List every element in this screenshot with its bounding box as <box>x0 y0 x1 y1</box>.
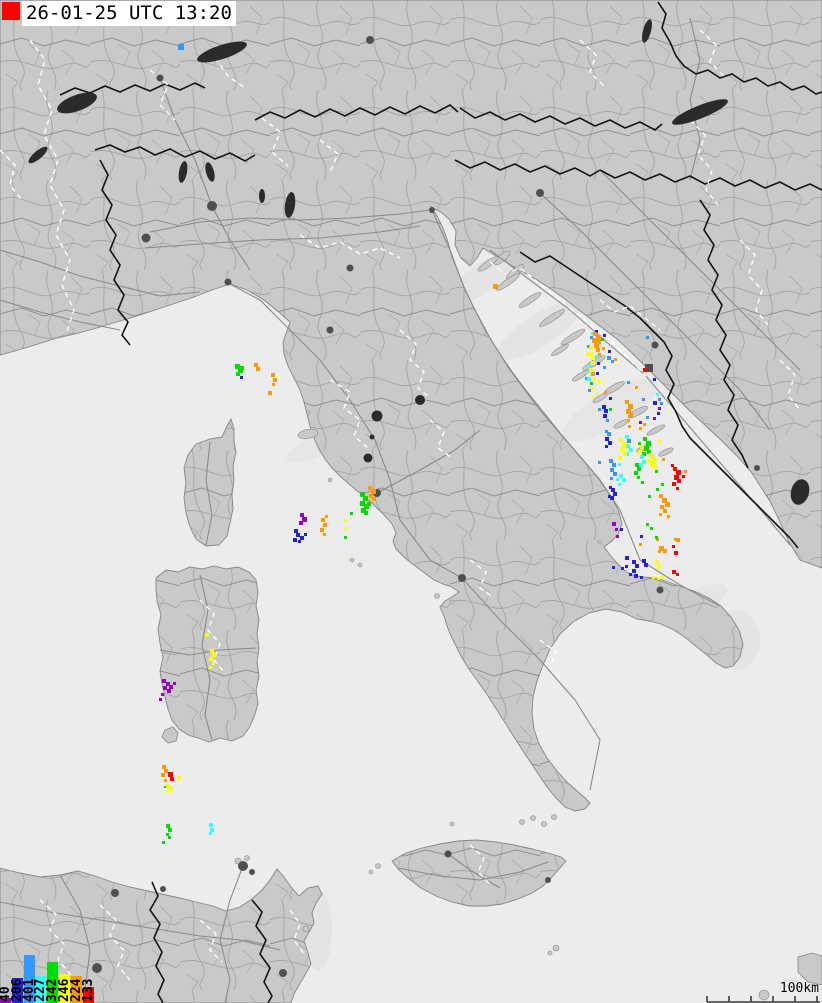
strike-age-legend: 40 206 401 227 342 246 224 133 <box>0 943 100 1003</box>
lightning-alert-icon <box>2 2 20 20</box>
legend-bar <box>59 974 70 1003</box>
scale-label: 100km <box>779 981 819 996</box>
legend-bar <box>0 998 11 1003</box>
timestamp-text: 26-01-25 UTC 13:20 <box>22 1 236 26</box>
legend-bar <box>47 962 59 1003</box>
legend-bar-label: 133 <box>80 978 96 1002</box>
scale-bar: 100km <box>704 977 822 1003</box>
cities <box>92 36 760 977</box>
country-borders <box>59 1 822 1003</box>
lakes <box>28 19 810 505</box>
legend-bar <box>11 978 23 1003</box>
admin-borders <box>0 29 801 1003</box>
legend-bar <box>35 976 47 1003</box>
legend-bar <box>23 955 35 1003</box>
major-roads <box>0 17 801 1003</box>
scale-ruler <box>706 996 820 1003</box>
legend-bar <box>82 987 94 1003</box>
islands <box>234 250 770 1001</box>
legend-bar <box>70 976 82 1003</box>
